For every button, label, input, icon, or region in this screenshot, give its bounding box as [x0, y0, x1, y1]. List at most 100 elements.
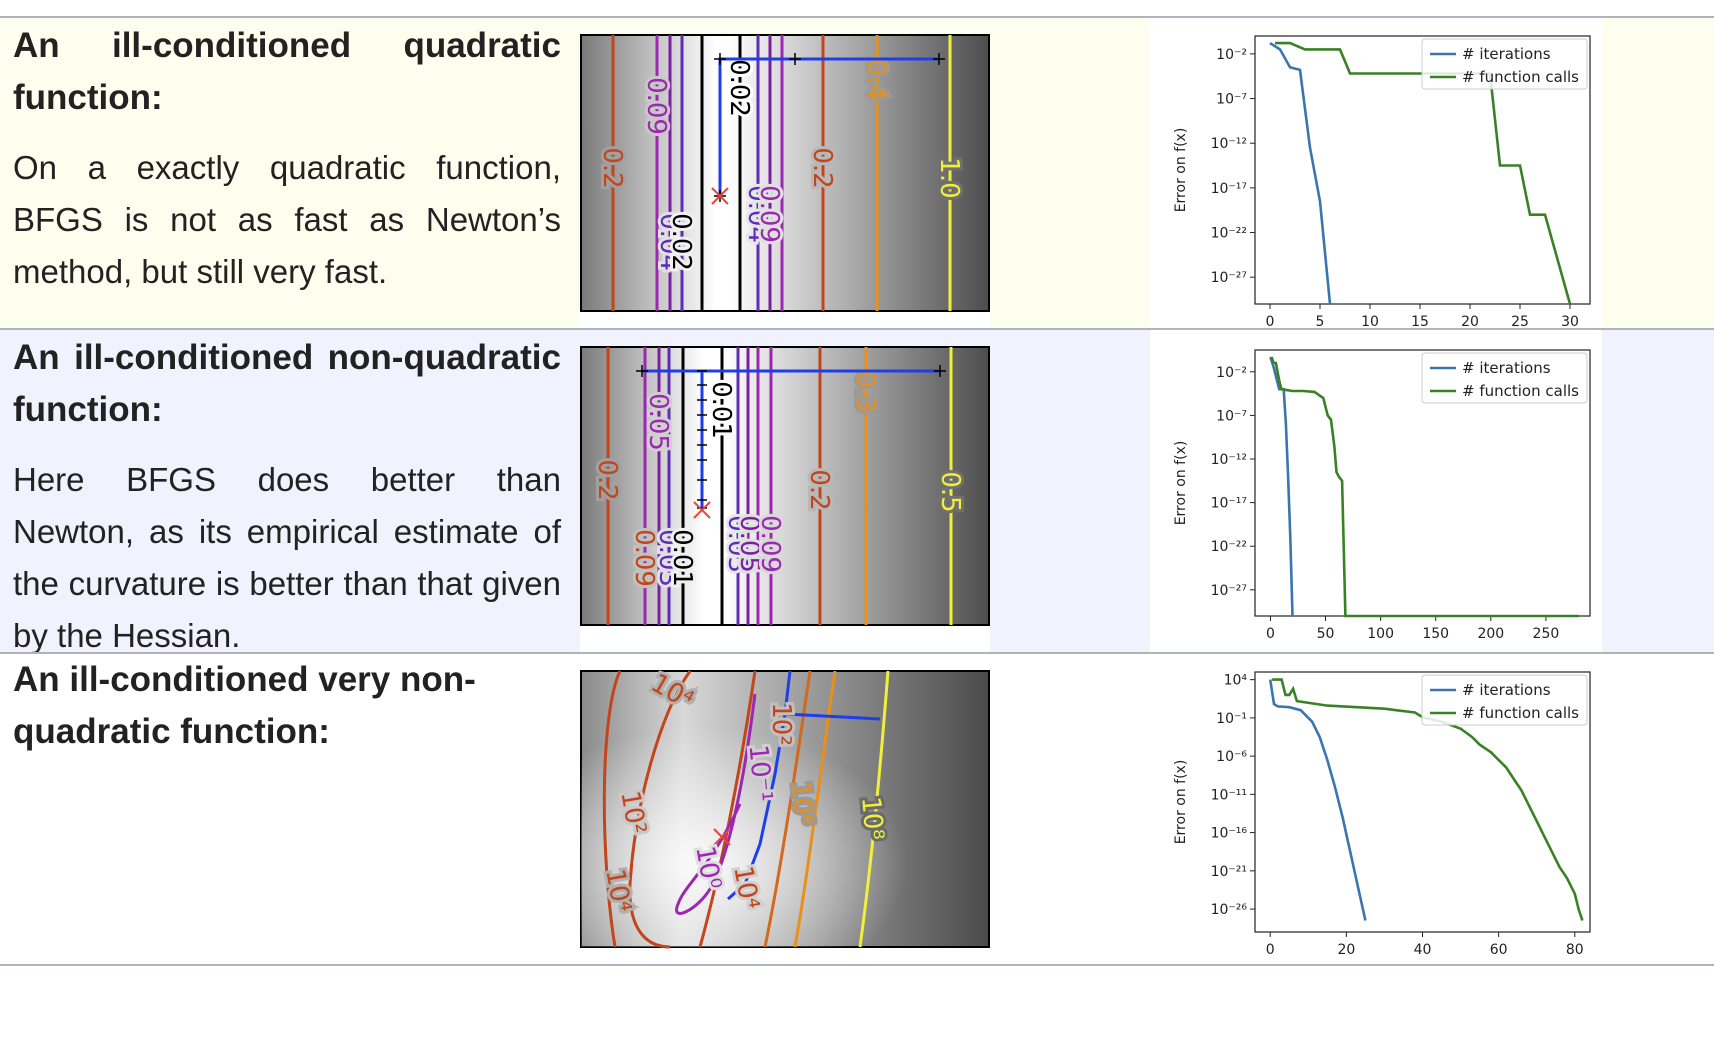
contour-label: 0.01	[667, 529, 697, 587]
x-tick-label: 250	[1533, 626, 1560, 642]
y-tick-label: 10⁻¹²	[1211, 136, 1247, 152]
y-tick-label: 10⁻²²	[1211, 226, 1247, 242]
y-tick-label: 10⁻²⁷	[1211, 270, 1247, 286]
row-body: On a exactly quadratic function, BFGS is…	[13, 149, 561, 290]
contour-label: 10⁻¹	[743, 743, 778, 803]
bottom-divider	[0, 964, 1714, 966]
y-tick-label: 10⁻²⁶	[1211, 902, 1248, 918]
series-line	[1269, 356, 1294, 617]
row-text-cell: An ill-conditioned very non-quadratic fu…	[0, 654, 580, 964]
convergence-chart-very-non-quadratic: 10⁴ 10⁻¹ 10⁻⁶ 10⁻¹¹ 10⁻¹⁶ 10⁻²¹ 10⁻²⁶ 0 20 40 60 80…	[1173, 671, 1591, 958]
x-tick-label: 150	[1422, 626, 1449, 642]
row-non-quadratic: An ill-conditioned non-quadratic functio…	[0, 330, 1714, 654]
optimizer-path	[727, 670, 881, 901]
legend	[1421, 352, 1588, 404]
row-very-non-quadratic: An ill-conditioned very non-quadratic fu…	[0, 654, 1714, 964]
contour-label: 0.09	[754, 185, 784, 243]
y-tick-label: 10⁻²⁷	[1211, 583, 1247, 599]
legend-label: # iterations	[1462, 359, 1551, 377]
x-tick-label: 100	[1367, 626, 1394, 642]
legend-label: # iterations	[1462, 681, 1551, 699]
y-axis-label: Error on f(x)	[1173, 760, 1189, 845]
contour-label: 0.05	[643, 393, 673, 451]
legend	[1421, 674, 1588, 726]
contour-label: 0.09	[755, 515, 785, 573]
y-tick-label: 10⁴	[1224, 673, 1248, 689]
x-tick-label: 15	[1411, 314, 1429, 328]
convergence-chart-cell: 10⁴ 10⁻¹ 10⁻⁶ 10⁻¹¹ 10⁻¹⁶ 10⁻²¹ 10⁻²⁶ 0 20 40 60 80…	[1150, 654, 1602, 964]
contour-label: 0.02	[666, 213, 696, 271]
contour-label: 0.04	[654, 213, 684, 271]
y-axis-label: Error on f(x)	[1173, 441, 1189, 526]
y-tick-label: 10⁻¹⁷	[1211, 181, 1247, 197]
y-tick-label: 10⁻²²	[1211, 539, 1247, 555]
convergence-chart-cell: 10⁻² 10⁻⁷ 10⁻¹² 10⁻¹⁷ 10⁻²² 10⁻²⁷ 0 50 100 150 200…	[1150, 330, 1602, 652]
x-tick-label: 60	[1490, 942, 1508, 958]
x-tick-label: 50	[1317, 626, 1335, 642]
contour-label: 0.05	[734, 515, 764, 573]
row-divider	[0, 328, 1714, 330]
x-tick-label: 10	[1361, 314, 1379, 328]
x-tick-label: 0	[1266, 626, 1275, 642]
row-text-cell: An ill-conditioned non-quadratic functio…	[0, 330, 580, 654]
row-heading: An ill-conditioned very non-quadratic fu…	[13, 660, 476, 751]
legend-label: # iterations	[1462, 45, 1551, 63]
convergence-chart-cell: 10⁻² 10⁻⁷ 10⁻¹² 10⁻¹⁷ 10⁻²² 10⁻²⁷ 0 5 10 15 20 25 30…	[1150, 18, 1602, 330]
legend-label: # function calls	[1462, 382, 1579, 400]
row-divider	[0, 652, 1714, 654]
y-tick-label: 10⁻¹²	[1211, 452, 1247, 468]
contour-label: 0.2	[804, 469, 834, 510]
row-body: Here BFGS does better than Newton, as it…	[13, 461, 561, 654]
contour-label: 0.03	[653, 529, 683, 587]
optimizer-path	[718, 57, 939, 196]
y-tick-label: 10⁻⁷	[1216, 92, 1247, 108]
contour-plot-quadratic: 0.2 0.09 0.04 0.02 0.02 0.04 0.09 0.2 0.…	[580, 34, 990, 328]
contour-plot-cell: 10⁴ 10² 10⁻¹ 10⁰ 10² 10⁴ 10⁴ 10⁶ 10⁸	[580, 654, 990, 964]
contour-plot-cell: 0.2 0.09 0.05 0.03 0.01 0.01 0.03 0.05 0…	[580, 330, 990, 652]
x-tick-label: 0	[1266, 942, 1275, 958]
convergence-chart-quadratic: 10⁻² 10⁻⁷ 10⁻¹² 10⁻¹⁷ 10⁻²² 10⁻²⁷ 0 5 10 15 20 25 30…	[1173, 35, 1591, 330]
contour-label: 0.4	[861, 59, 891, 100]
y-tick-label: 10⁻²	[1216, 47, 1247, 63]
contour-label: 10²	[766, 702, 796, 746]
y-tick-label: 10⁻⁷	[1216, 408, 1247, 424]
x-tick-label: 80	[1566, 942, 1584, 958]
series-line	[1272, 678, 1584, 921]
minimum-marker	[711, 187, 729, 205]
y-axis-label: Error on f(x)	[1173, 128, 1189, 213]
contour-plot-very-non-quadratic: 10⁴ 10² 10⁻¹ 10⁰ 10² 10⁴ 10⁴ 10⁶ 10⁸	[580, 665, 990, 949]
y-tick-label: 10⁻¹⁷	[1211, 496, 1247, 512]
x-tick-label: 20	[1337, 942, 1355, 958]
y-tick-label: 10⁻⁶	[1216, 749, 1247, 765]
x-tick-label: 200	[1477, 626, 1504, 642]
optimizer-path	[642, 369, 940, 508]
contour-label: 0.2	[807, 147, 837, 188]
contour-plot-cell: 0.2 0.09 0.04 0.02 0.02 0.04 0.09 0.2 0.…	[580, 18, 990, 328]
y-tick-label: 10⁻¹⁶	[1211, 826, 1248, 842]
contour-label: 0.01	[706, 381, 736, 439]
contour-label: 0.04	[742, 185, 772, 243]
contour-label: 10⁸	[855, 795, 889, 841]
x-tick-label: 5	[1316, 314, 1325, 328]
legend-label: # function calls	[1462, 704, 1579, 722]
x-tick-label: 40	[1414, 942, 1432, 958]
top-divider	[0, 16, 1714, 18]
contour-label: 0.09	[629, 529, 659, 587]
y-tick-label: 10⁻¹	[1216, 711, 1247, 727]
minimum-marker	[693, 501, 711, 519]
y-tick-label: 10⁻²¹	[1211, 864, 1247, 880]
row-heading: An ill-conditioned quadratic function:	[13, 26, 561, 117]
legend-label: # function calls	[1462, 68, 1579, 86]
contour-label: 0.02	[724, 59, 754, 117]
row-quadratic: An ill-conditioned quadratic function: O…	[0, 18, 1714, 330]
x-tick-label: 20	[1461, 314, 1479, 328]
contour-label: 0.5	[935, 471, 965, 512]
series-line	[1268, 679, 1367, 921]
series-line	[1269, 42, 1332, 305]
contour-label: 1.0	[934, 157, 964, 198]
x-tick-label: 30	[1561, 314, 1579, 328]
legend	[1421, 38, 1588, 90]
row-heading: An ill-conditioned non-quadratic functio…	[13, 338, 561, 429]
contour-plot-non-quadratic: 0.2 0.09 0.05 0.03 0.01 0.01 0.03 0.05 0…	[580, 346, 990, 652]
y-tick-label: 10⁻²	[1216, 365, 1247, 381]
